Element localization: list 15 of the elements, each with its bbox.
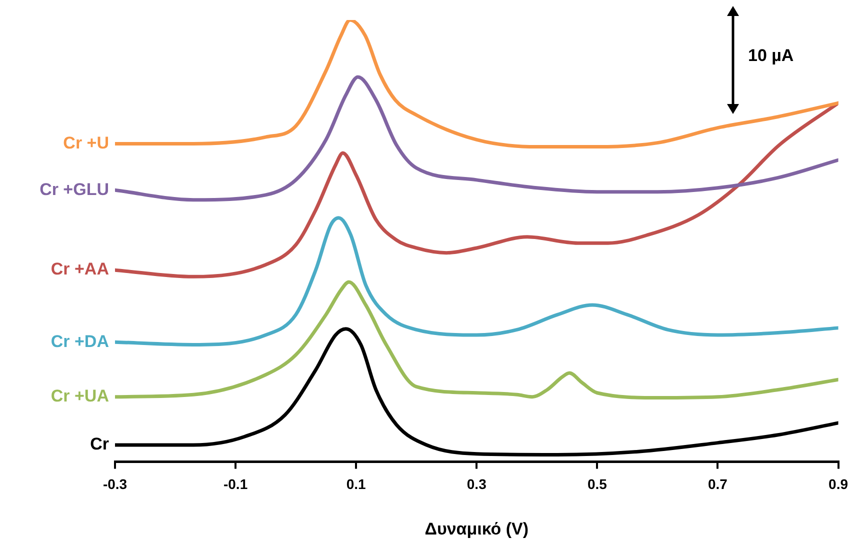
x-tick-label: 0.1 [346, 476, 366, 492]
series-label: Cr +UA [50, 386, 109, 406]
series-label: Cr +DA [50, 332, 109, 351]
series-label: Cr +U [63, 133, 109, 152]
x-axis-title: Δυναμικό (V) [424, 519, 529, 538]
x-tick-label: -0.1 [223, 476, 248, 492]
series-label: Cr +GLU [40, 180, 109, 199]
x-tick-label: 0.5 [587, 476, 608, 492]
annotation: 10 µA [748, 46, 794, 66]
x-tick-label: 0.7 [708, 476, 728, 492]
x-tick-label: -0.3 [102, 476, 128, 492]
x-tick-label: 0.9 [828, 476, 848, 492]
series-label: Cr [90, 434, 110, 454]
x-tick-label: 0.3 [466, 476, 487, 492]
series-label: Cr +AA [50, 260, 109, 279]
